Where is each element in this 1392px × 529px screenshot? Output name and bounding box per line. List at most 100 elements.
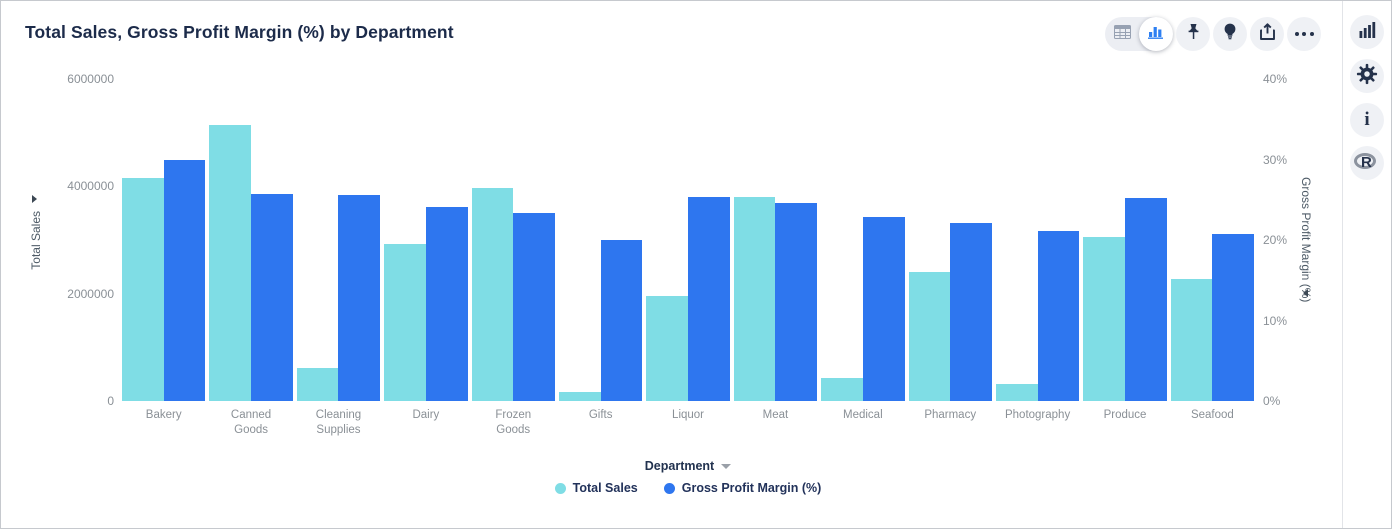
right-rail: i R: [1342, 1, 1391, 528]
bar-gross-profit-margin-dairy[interactable]: [425, 207, 468, 401]
x-axis-label-dairy: Dairy: [412, 409, 440, 421]
x-axis-label-seafood: Seafood: [1190, 409, 1234, 421]
export-icon: [1259, 23, 1276, 45]
bar-gross-profit-margin-bakery[interactable]: [163, 159, 206, 401]
x-axis-label-gifts: Gifts: [588, 409, 613, 421]
chevron-down-icon: [721, 463, 732, 469]
left-axis-ticks: 6000000 4000000 2000000 0: [31, 72, 114, 408]
left-axis-title[interactable]: Total Sales: [29, 210, 43, 270]
x-axis-label-pharmacy: Pharmacy: [924, 409, 977, 421]
more-options-button[interactable]: [1287, 17, 1321, 51]
lightbulb-button[interactable]: [1213, 17, 1247, 51]
pin-icon: [1186, 23, 1201, 45]
table-view-button[interactable]: [1105, 17, 1139, 51]
x-axis-label-photography: Photography: [1004, 409, 1071, 421]
bar-gross-profit-margin-meat[interactable]: [775, 202, 818, 401]
x-axis-name-row: Department: [120, 457, 1256, 475]
legend-label: Gross Profit Margin (%): [681, 481, 822, 495]
x-axis-labels: Bakery Canned Goods Cleaning Supplies Dairy…: [120, 408, 1256, 438]
left-axis-sort-arrow-icon[interactable]: [32, 195, 37, 203]
bar-gross-profit-margin-photography[interactable]: [1037, 231, 1080, 401]
more-options-icon: [1294, 32, 1314, 36]
bar-group-seafood: [1169, 79, 1256, 401]
bar-total-sales-dairy[interactable]: [384, 244, 426, 401]
view-toggle: [1105, 17, 1173, 51]
legend-item-total-sales[interactable]: Total Sales: [554, 481, 638, 495]
bar-total-sales-photography[interactable]: [995, 383, 1038, 401]
chart-view-icon: [1148, 24, 1164, 44]
bar-gross-profit-margin-liquor[interactable]: [688, 197, 730, 401]
plot-area: [120, 79, 1256, 401]
axis-tick: 4000000: [67, 179, 114, 194]
chart-type-button[interactable]: [1350, 15, 1384, 49]
bar-total-sales-gifts[interactable]: [558, 391, 601, 401]
bar-total-sales-pharmacy[interactable]: [908, 271, 951, 401]
table-view-icon: [1113, 24, 1131, 44]
x-axis-name-dropdown[interactable]: Department: [644, 459, 732, 473]
bar-group-canned-goods: [207, 79, 294, 401]
legend-dot-icon: [554, 482, 566, 494]
widget-title: Total Sales, Gross Profit Margin (%) by …: [25, 22, 454, 42]
axis-tick: 40%: [1263, 72, 1288, 86]
export-button[interactable]: [1250, 17, 1284, 51]
bar-group-dairy: [382, 79, 469, 401]
bar-gross-profit-margin-cleaning-supplies[interactable]: [338, 194, 381, 401]
bar-group-liquor: [644, 79, 731, 401]
legend-dot-icon: [663, 482, 675, 494]
x-axis-label-liquor: Liquor: [672, 409, 705, 421]
bar-total-sales-canned-goods[interactable]: [209, 125, 252, 401]
bar-group-produce: [1081, 79, 1168, 401]
bar-gross-profit-margin-seafood[interactable]: [1212, 233, 1255, 401]
bar-total-sales-meat[interactable]: [733, 197, 776, 401]
legend-item-gross-profit-margin[interactable]: Gross Profit Margin (%): [663, 481, 822, 495]
settings-gear-icon: [1356, 63, 1378, 90]
bar-total-sales-frozen-goods[interactable]: [471, 187, 514, 401]
x-axis-label-canned-goods: Canned Goods: [230, 409, 272, 436]
bar-group-frozen-goods: [470, 79, 557, 401]
x-axis-label-produce: Produce: [1103, 409, 1147, 421]
info-button[interactable]: i: [1350, 103, 1384, 137]
bar-group-meat: [732, 79, 819, 401]
x-axis-label-cleaning-supplies: Cleaning Supplies: [315, 409, 362, 436]
x-axis-label-bakery: Bakery: [145, 409, 182, 421]
right-axis-title[interactable]: Gross Profit Margin (%): [1299, 177, 1313, 303]
axis-tick: 6000000: [67, 72, 114, 86]
chart-view-button[interactable]: [1139, 17, 1173, 51]
bar-gross-profit-margin-produce[interactable]: [1124, 198, 1167, 401]
axis-tick: 10%: [1263, 313, 1288, 328]
right-axis-sort-arrow-icon[interactable]: [1303, 289, 1308, 297]
axis-tick: 20%: [1263, 233, 1288, 247]
axis-tick: 30%: [1263, 152, 1288, 167]
pin-button[interactable]: [1176, 17, 1210, 51]
widget-toolbar: [1105, 17, 1321, 51]
x-axis-name: Department: [644, 459, 715, 473]
bar-gross-profit-margin-pharmacy[interactable]: [950, 223, 992, 401]
bar-total-sales-liquor[interactable]: [646, 295, 689, 401]
bar-total-sales-cleaning-supplies[interactable]: [296, 368, 339, 401]
bar-total-sales-produce[interactable]: [1083, 236, 1125, 401]
axis-tick: 2000000: [67, 286, 114, 301]
bar-gross-profit-margin-canned-goods[interactable]: [251, 194, 293, 401]
right-axis-ticks: 40% 30% 20% 10% 0%: [1263, 72, 1313, 408]
r-logo-icon: R: [1354, 153, 1380, 173]
chart-type-icon: [1359, 21, 1376, 43]
bar-group-cleaning-supplies: [295, 79, 382, 401]
bar-group-photography: [994, 79, 1081, 401]
settings-button[interactable]: [1350, 59, 1384, 93]
bar-total-sales-bakery[interactable]: [122, 178, 164, 401]
x-axis-label-frozen-goods: Frozen Goods: [495, 409, 532, 436]
bar-group-medical: [819, 79, 906, 401]
x-axis-label-medical: Medical: [843, 409, 883, 421]
r-script-button[interactable]: R: [1350, 146, 1384, 180]
legend-label: Total Sales: [572, 481, 638, 495]
axis-tick: 0: [107, 394, 114, 408]
bar-total-sales-seafood[interactable]: [1170, 279, 1213, 401]
x-axis-label-meat: Meat: [762, 409, 789, 421]
bar-total-sales-medical[interactable]: [821, 377, 863, 401]
bar-gross-profit-margin-gifts[interactable]: [600, 240, 643, 401]
bar-group-pharmacy: [907, 79, 994, 401]
legend: Total Sales Gross Profit Margin (%): [120, 481, 1256, 495]
bar-gross-profit-margin-frozen-goods[interactable]: [513, 212, 555, 401]
bar-gross-profit-margin-medical[interactable]: [862, 217, 905, 401]
